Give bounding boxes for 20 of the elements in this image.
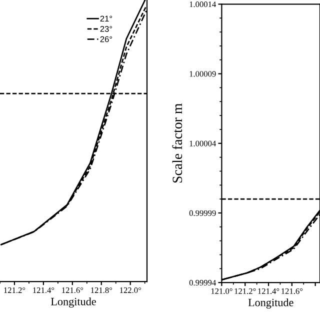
x-tick-label: 121.2° <box>4 287 26 294</box>
x-tick-label: 121.4° <box>33 287 54 294</box>
x-tick-label: 121.0° <box>211 288 232 294</box>
x-tick-label: 121.8° <box>91 287 112 294</box>
y-tick-label: 1.00014 <box>190 2 216 8</box>
x-tick-label: 122.0° <box>120 287 141 294</box>
y-axis-title: Scale factor m <box>172 103 182 183</box>
x-tick-label: 121.6° <box>282 288 303 294</box>
x-axis-title: Longitude <box>248 298 294 309</box>
x-tick-label: 121.2° <box>234 288 256 294</box>
x-tick-label: 121.6° <box>62 287 84 294</box>
y-tick-label: 0.99999 <box>189 210 216 216</box>
legend-label: 21° <box>100 16 112 22</box>
y-tick-label: 1.00004 <box>190 140 216 146</box>
x-tick-label: 121.4° <box>258 288 280 294</box>
y-tick-label: 1.00009 <box>190 71 216 77</box>
x-axis-title: Longitude <box>50 297 96 308</box>
legend-label: 23° <box>100 26 112 32</box>
y-tick-label: 0.99994 <box>189 280 216 286</box>
legend-label: 26° <box>100 36 112 42</box>
